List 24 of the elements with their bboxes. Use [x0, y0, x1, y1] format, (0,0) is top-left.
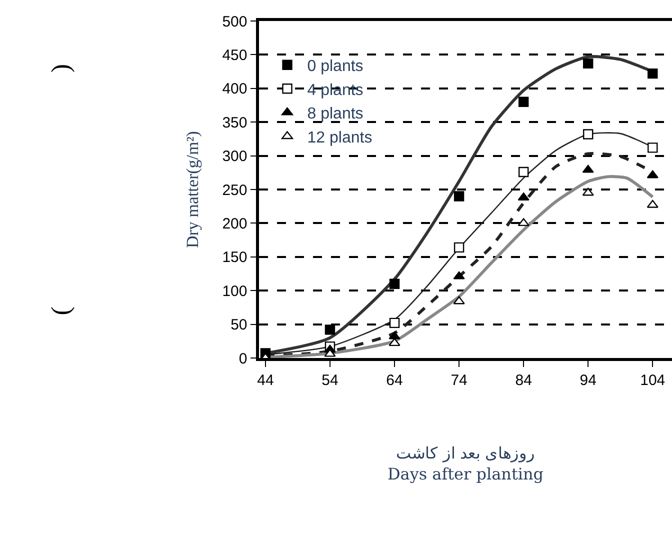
- x-tick-label: 74: [450, 372, 468, 389]
- y-tick-label: 150: [222, 249, 248, 266]
- y-tick-label: 400: [222, 80, 248, 98]
- x-tick-label: 104: [640, 372, 666, 389]
- y-tick-label: 50: [230, 316, 248, 334]
- y-tick-label: 0: [238, 350, 248, 368]
- y-tick-label: 300: [222, 148, 248, 166]
- y-tick-label: 200: [222, 215, 248, 232]
- x-tick-label: 54: [322, 372, 338, 389]
- y-tick-label: 350: [222, 114, 248, 132]
- legend-label: 8 plants: [307, 106, 364, 123]
- y-tick-label: 450: [222, 46, 248, 64]
- y-tick-label: 500: [222, 13, 248, 30]
- legend-label: 12 plants: [307, 130, 372, 146]
- text: ( ): [46, 64, 76, 316]
- x-tick-label: 44: [257, 372, 274, 389]
- x-tick-label: 64: [386, 372, 403, 389]
- y-axis-title: Dry matter(g/m²): [182, 131, 202, 248]
- x-tick-label: 84: [515, 372, 532, 389]
- x-tick-label: 94: [580, 372, 596, 389]
- y-tick-label: 250: [222, 182, 248, 199]
- y-tick-label: 100: [222, 282, 248, 300]
- legend-label: 4 plants: [307, 82, 364, 99]
- legend-label: 0 plants: [307, 58, 364, 76]
